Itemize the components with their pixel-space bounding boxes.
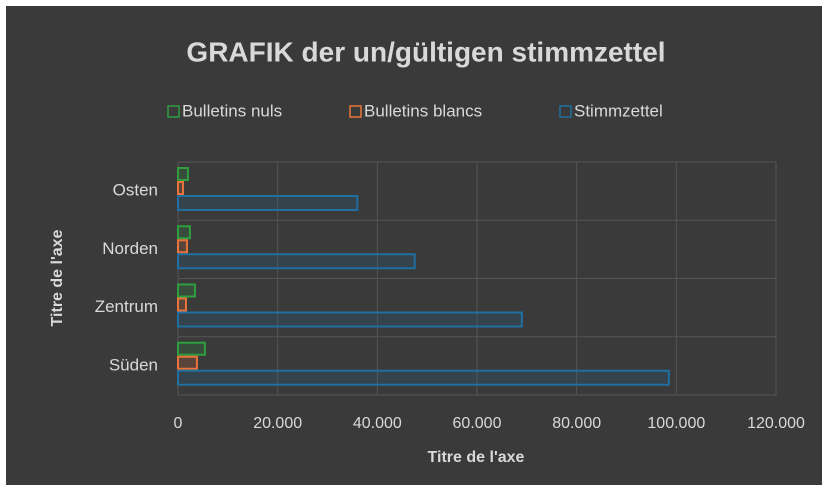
- bar: [177, 283, 196, 298]
- bar: [177, 195, 359, 211]
- x-tick-label: 100.000: [647, 415, 705, 432]
- bar: [177, 341, 206, 356]
- y-tick-label: Süden: [109, 355, 158, 374]
- legend-swatch: [167, 105, 180, 118]
- x-tick-label: 60.000: [453, 415, 502, 432]
- legend-swatch: [349, 105, 362, 118]
- bar: [177, 297, 187, 312]
- bar: [177, 253, 416, 270]
- y-tick-label: Osten: [113, 181, 158, 200]
- x-tick-label: 120.000: [747, 415, 805, 432]
- x-tick-label: 40.000: [353, 415, 402, 432]
- y-tick-label: Norden: [102, 239, 158, 258]
- bar: [177, 181, 184, 195]
- bar: [177, 311, 523, 328]
- chart-title: GRAFIK der un/gültigen stimmzettel: [186, 36, 665, 67]
- bar: [177, 239, 188, 254]
- x-tick-label: 80.000: [552, 415, 601, 432]
- x-axis-title: Titre de l'axe: [428, 449, 525, 466]
- y-tick-label: Zentrum: [95, 297, 158, 316]
- legend-label: Bulletins blancs: [364, 101, 482, 120]
- bar: [177, 369, 670, 386]
- y-axis-title: Titre de l'axe: [49, 229, 66, 326]
- bar: [177, 355, 198, 370]
- legend-label: Bulletins nuls: [182, 101, 282, 120]
- x-tick-label: 0: [174, 415, 183, 432]
- bar: [177, 225, 191, 240]
- chart-background: [6, 6, 822, 485]
- legend-swatch: [559, 105, 572, 118]
- x-tick-label: 20.000: [253, 415, 302, 432]
- bar: [177, 167, 189, 181]
- legend-label: Stimmzettel: [574, 101, 663, 120]
